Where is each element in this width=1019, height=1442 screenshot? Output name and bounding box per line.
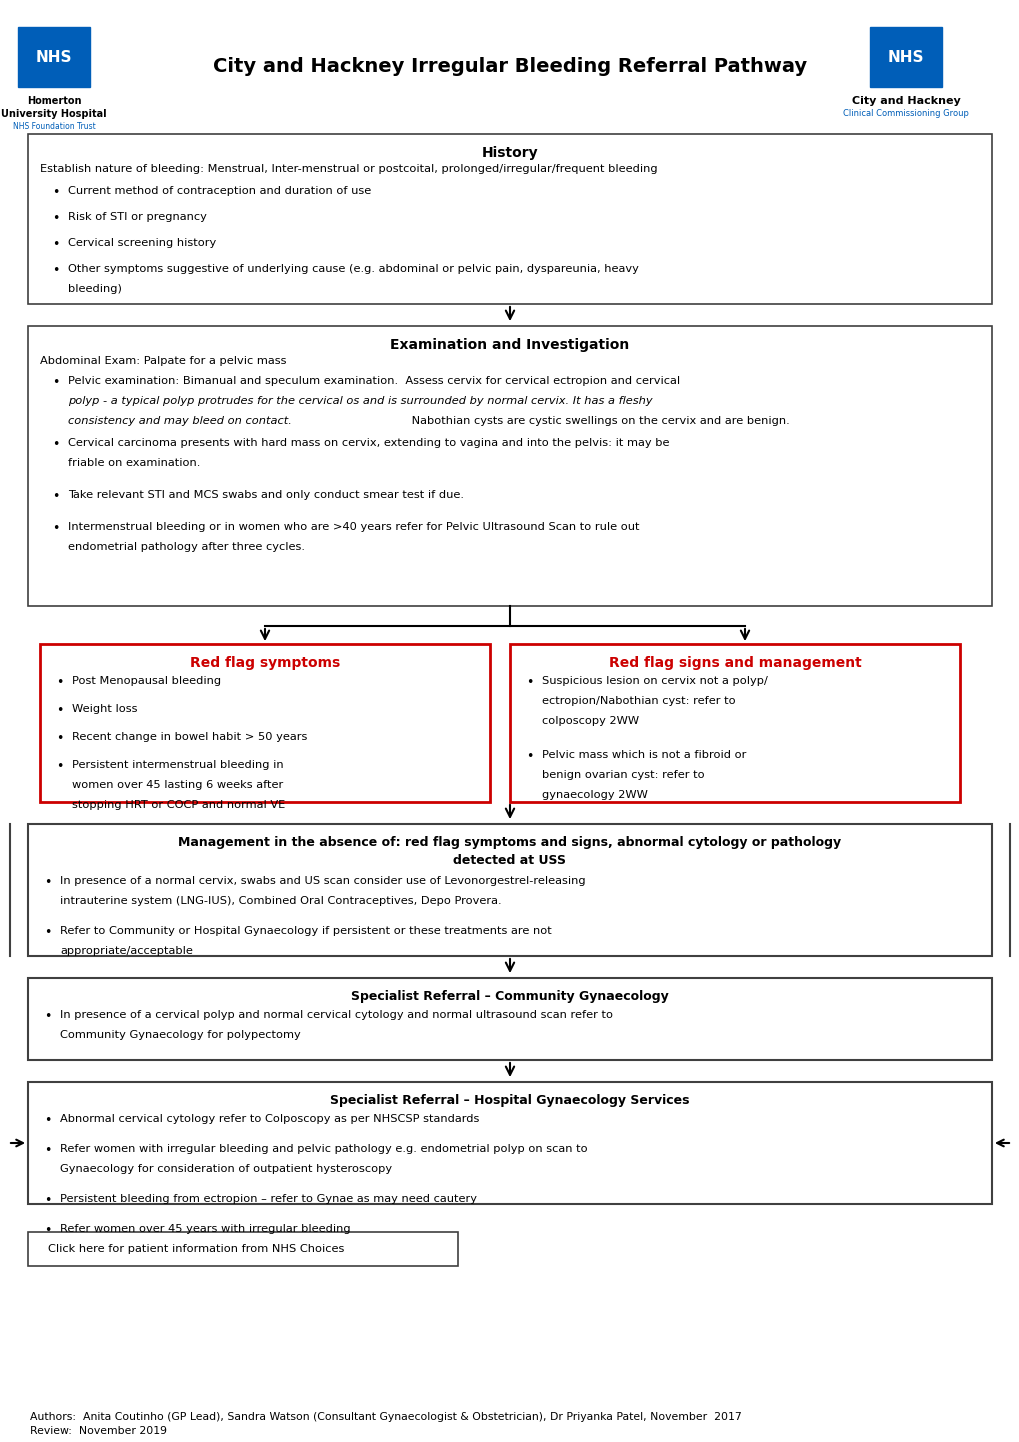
FancyBboxPatch shape: [28, 978, 991, 1060]
Text: •: •: [52, 522, 59, 535]
Text: In presence of a normal cervix, swabs and US scan consider use of Levonorgestrel: In presence of a normal cervix, swabs an…: [60, 875, 585, 885]
FancyBboxPatch shape: [18, 27, 90, 87]
FancyBboxPatch shape: [40, 645, 489, 802]
Text: Nabothian cysts are cystic swellings on the cervix and are benign.: Nabothian cysts are cystic swellings on …: [408, 415, 790, 425]
Text: Pelvic examination: Bimanual and speculum examination.  Assess cervix for cervic: Pelvic examination: Bimanual and speculu…: [68, 376, 680, 386]
Text: Review:  November 2019: Review: November 2019: [30, 1426, 167, 1436]
Text: Refer women with irregular bleeding and pelvic pathology e.g. endometrial polyp : Refer women with irregular bleeding and …: [60, 1144, 587, 1154]
Text: Red flag signs and management: Red flag signs and management: [608, 656, 860, 671]
Text: Intermenstrual bleeding or in women who are >40 years refer for Pelvic Ultrasoun: Intermenstrual bleeding or in women who …: [68, 522, 639, 532]
Text: •: •: [52, 490, 59, 503]
Text: gynaecology 2WW: gynaecology 2WW: [541, 790, 647, 800]
Text: Refer women over 45 years with irregular bleeding: Refer women over 45 years with irregular…: [60, 1224, 351, 1234]
Text: Persistent intermenstrual bleeding in: Persistent intermenstrual bleeding in: [72, 760, 283, 770]
Text: Cervical carcinoma presents with hard mass on cervix, extending to vagina and in: Cervical carcinoma presents with hard ma…: [68, 438, 668, 448]
Text: Red flag symptoms: Red flag symptoms: [190, 656, 339, 671]
Text: •: •: [56, 760, 63, 773]
Text: •: •: [526, 750, 533, 763]
Text: stopping HRT or COCP and normal VE: stopping HRT or COCP and normal VE: [72, 800, 285, 810]
Text: Community Gynaecology for polypectomy: Community Gynaecology for polypectomy: [60, 1030, 301, 1040]
Text: •: •: [44, 1224, 51, 1237]
Text: •: •: [44, 1115, 51, 1128]
Text: History: History: [481, 146, 538, 160]
Text: Examination and Investigation: Examination and Investigation: [390, 337, 629, 352]
FancyBboxPatch shape: [28, 823, 991, 956]
Text: Abdominal Exam: Palpate for a pelvic mass: Abdominal Exam: Palpate for a pelvic mas…: [40, 356, 286, 366]
Text: Specialist Referral – Community Gynaecology: Specialist Referral – Community Gynaecol…: [351, 991, 668, 1004]
Text: NHS Foundation Trust: NHS Foundation Trust: [12, 123, 96, 131]
Text: Abnormal cervical cytology refer to Colposcopy as per NHSCSP standards: Abnormal cervical cytology refer to Colp…: [60, 1115, 479, 1123]
Text: Cervical screening history: Cervical screening history: [68, 238, 216, 248]
Text: Other symptoms suggestive of underlying cause (e.g. abdominal or pelvic pain, dy: Other symptoms suggestive of underlying …: [68, 264, 638, 274]
Text: bleeding): bleeding): [68, 284, 121, 294]
Text: ectropion/Nabothian cyst: refer to: ectropion/Nabothian cyst: refer to: [541, 696, 735, 707]
Text: Post Menopausal bleeding: Post Menopausal bleeding: [72, 676, 221, 686]
Text: University Hospital: University Hospital: [1, 110, 107, 120]
Text: NHS: NHS: [36, 49, 72, 65]
Text: •: •: [52, 186, 59, 199]
Text: •: •: [56, 676, 63, 689]
FancyBboxPatch shape: [28, 134, 991, 304]
Text: In presence of a cervical polyp and normal cervical cytology and normal ultrasou: In presence of a cervical polyp and norm…: [60, 1009, 612, 1019]
Text: •: •: [44, 1194, 51, 1207]
Text: Suspicious lesion on cervix not a polyp/: Suspicious lesion on cervix not a polyp/: [541, 676, 767, 686]
Text: Risk of STI or pregnancy: Risk of STI or pregnancy: [68, 212, 207, 222]
Text: endometrial pathology after three cycles.: endometrial pathology after three cycles…: [68, 542, 305, 552]
Text: •: •: [52, 438, 59, 451]
Text: Recent change in bowel habit > 50 years: Recent change in bowel habit > 50 years: [72, 733, 307, 743]
FancyBboxPatch shape: [28, 326, 991, 606]
FancyBboxPatch shape: [510, 645, 959, 802]
Text: •: •: [44, 1144, 51, 1156]
Text: intrauterine system (LNG-IUS), Combined Oral Contraceptives, Depo Provera.: intrauterine system (LNG-IUS), Combined …: [60, 895, 501, 906]
Text: consistency and may bleed on contact.: consistency and may bleed on contact.: [68, 415, 291, 425]
Text: polyp - a typical polyp protrudes for the cervical os and is surrounded by norma: polyp - a typical polyp protrudes for th…: [68, 397, 652, 407]
Text: Weight loss: Weight loss: [72, 704, 138, 714]
Text: Gynaecology for consideration of outpatient hysteroscopy: Gynaecology for consideration of outpati…: [60, 1164, 391, 1174]
Text: appropriate/acceptable: appropriate/acceptable: [60, 946, 193, 956]
Text: Authors:  Anita Coutinho (GP Lead), Sandra Watson (Consultant Gynaecologist & Ob: Authors: Anita Coutinho (GP Lead), Sandr…: [30, 1412, 741, 1422]
Text: Persistent bleeding from ectropion – refer to Gynae as may need cautery: Persistent bleeding from ectropion – ref…: [60, 1194, 477, 1204]
Text: •: •: [44, 926, 51, 939]
Text: •: •: [526, 676, 533, 689]
Text: Refer to Community or Hospital Gynaecology if persistent or these treatments are: Refer to Community or Hospital Gynaecolo…: [60, 926, 551, 936]
Text: •: •: [52, 238, 59, 251]
FancyBboxPatch shape: [28, 1082, 991, 1204]
Text: •: •: [44, 1009, 51, 1022]
Text: friable on examination.: friable on examination.: [68, 459, 200, 469]
Text: Click here for patient information from NHS Choices: Click here for patient information from …: [48, 1244, 344, 1255]
FancyBboxPatch shape: [869, 27, 942, 87]
Text: colposcopy 2WW: colposcopy 2WW: [541, 717, 639, 725]
Text: benign ovarian cyst: refer to: benign ovarian cyst: refer to: [541, 770, 704, 780]
Text: •: •: [52, 212, 59, 225]
FancyBboxPatch shape: [28, 1231, 458, 1266]
Text: •: •: [52, 264, 59, 277]
Text: •: •: [56, 704, 63, 717]
Text: detected at USS: detected at USS: [453, 854, 566, 867]
Text: Establish nature of bleeding: Menstrual, Inter-menstrual or postcoital, prolonge: Establish nature of bleeding: Menstrual,…: [40, 164, 657, 174]
Text: Specialist Referral – Hospital Gynaecology Services: Specialist Referral – Hospital Gynaecolo…: [330, 1094, 689, 1107]
Text: Clinical Commissioning Group: Clinical Commissioning Group: [843, 110, 968, 118]
Text: City and Hackney Irregular Bleeding Referral Pathway: City and Hackney Irregular Bleeding Refe…: [213, 58, 806, 76]
Text: Current method of contraception and duration of use: Current method of contraception and dura…: [68, 186, 371, 196]
Text: Homerton: Homerton: [26, 97, 82, 107]
Text: •: •: [56, 733, 63, 746]
Text: City and Hackney: City and Hackney: [851, 97, 960, 107]
Text: Take relevant STI and MCS swabs and only conduct smear test if due.: Take relevant STI and MCS swabs and only…: [68, 490, 464, 500]
Text: •: •: [52, 376, 59, 389]
Text: NHS: NHS: [887, 49, 923, 65]
Text: Management in the absence of: red flag symptoms and signs, abnormal cytology or : Management in the absence of: red flag s…: [178, 836, 841, 849]
Text: •: •: [44, 875, 51, 890]
Text: women over 45 lasting 6 weeks after: women over 45 lasting 6 weeks after: [72, 780, 283, 790]
Text: Pelvic mass which is not a fibroid or: Pelvic mass which is not a fibroid or: [541, 750, 746, 760]
